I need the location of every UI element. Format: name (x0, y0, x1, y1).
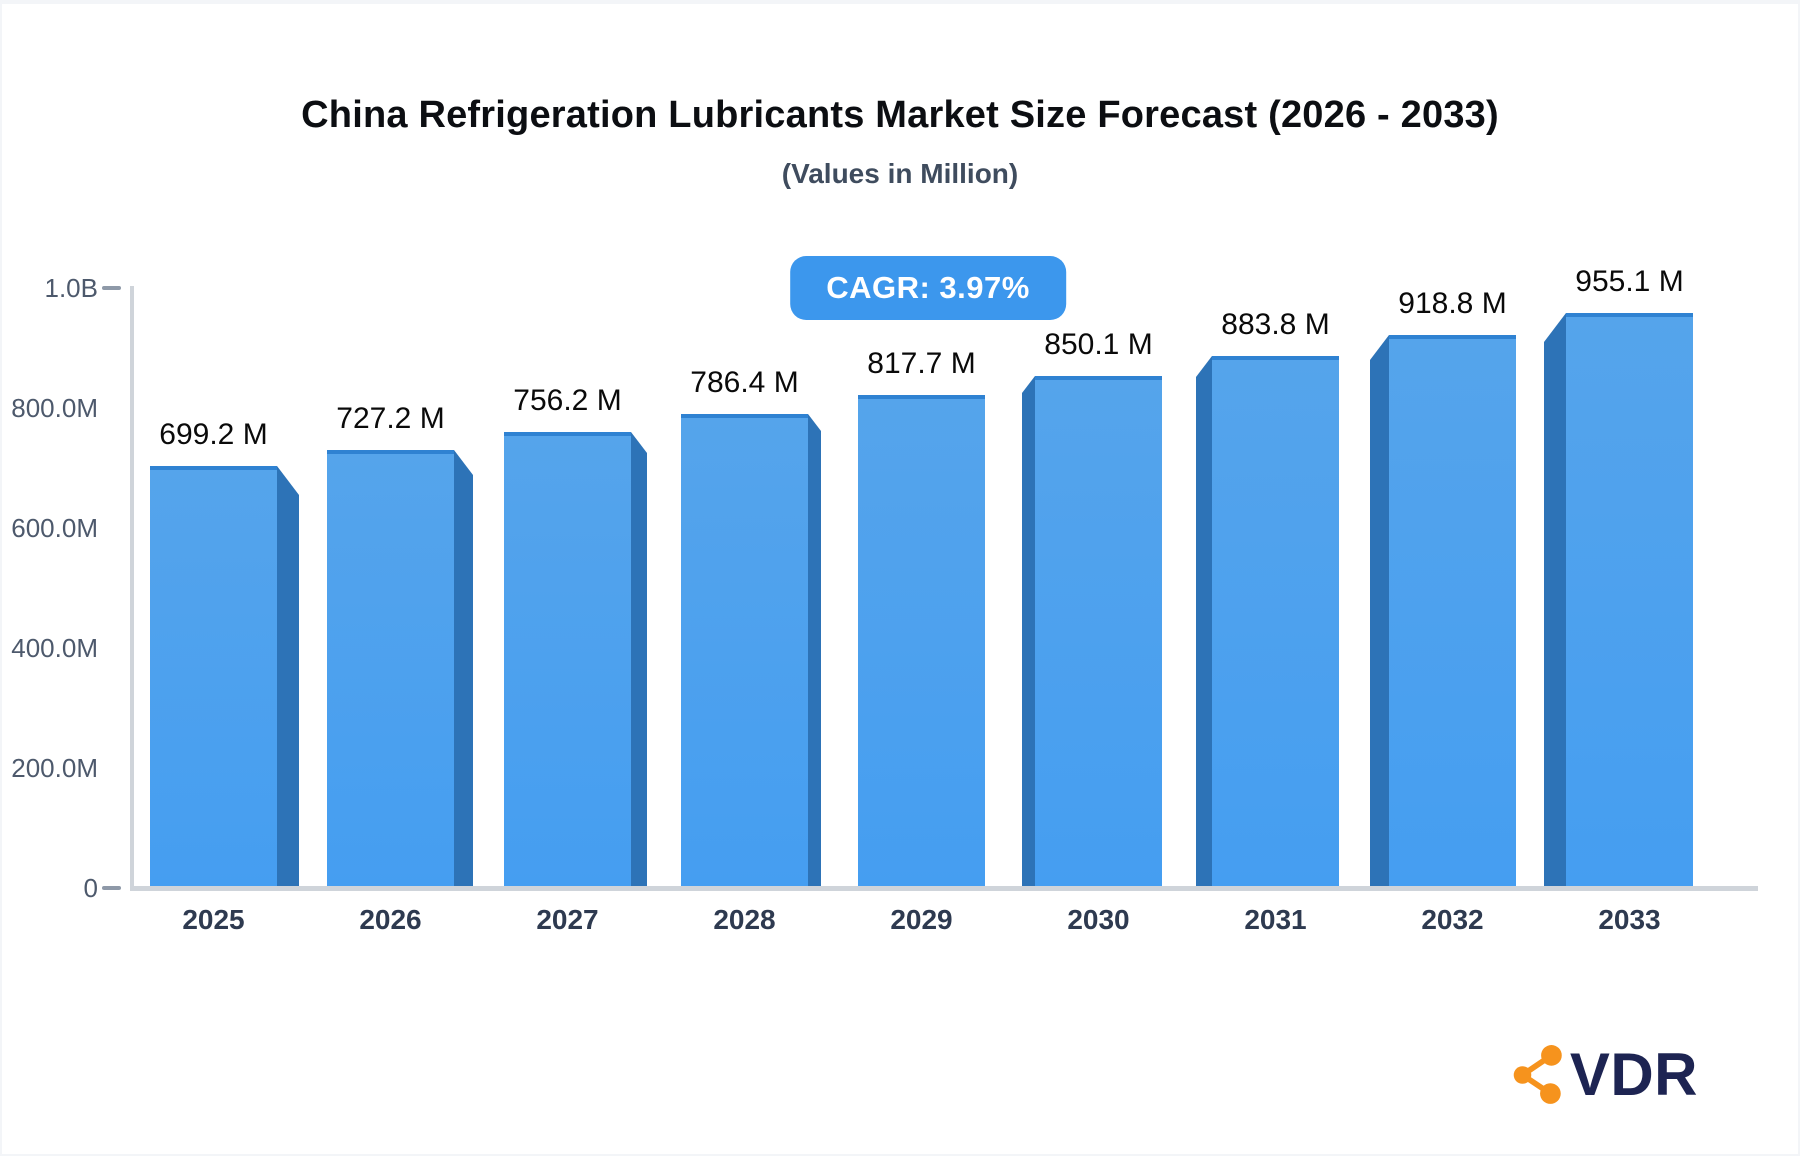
x-axis-label: 2025 (182, 904, 245, 935)
y-axis-label: 400.0M (11, 633, 98, 663)
bar-face (504, 432, 631, 886)
bar-side-panel (1544, 313, 1566, 886)
bar-2028[interactable] (681, 414, 821, 886)
x-axis-line (130, 886, 1758, 891)
bar-value-label: 918.8 M (1398, 287, 1507, 320)
chart-subtitle: (Values in Million) (781, 158, 1019, 189)
x-axis-label: 2026 (359, 904, 422, 935)
x-axis-label: 2032 (1421, 904, 1484, 935)
y-axis-line (130, 286, 134, 890)
bar-side-panel (454, 450, 473, 886)
bar-value-label: 786.4 M (690, 366, 799, 399)
bar-value-label: 727.2 M (336, 402, 445, 435)
bar-2033[interactable] (1544, 313, 1693, 886)
bar-face (1212, 356, 1339, 886)
x-axis-label: 2029 (890, 904, 953, 935)
y-axis-label: 600.0M (11, 513, 98, 543)
bar-face (327, 450, 454, 886)
bar-value-label: 850.1 M (1044, 328, 1153, 361)
bar-value-label: 699.2 M (159, 418, 268, 451)
bar-side-panel (1370, 335, 1389, 886)
bar-side-panel (277, 466, 299, 886)
bar-2026[interactable] (327, 450, 473, 886)
x-axis-label: 2031 (1244, 904, 1307, 935)
y-axis-tick (102, 286, 121, 290)
cagr-badge: CAGR: 3.97% (790, 256, 1066, 320)
bar-side-panel (808, 414, 821, 886)
bar-face (681, 414, 808, 886)
bar-2029[interactable] (858, 395, 985, 886)
bar-side-panel (631, 432, 647, 886)
brand-logo-text: VDR (1569, 1041, 1698, 1108)
chart-title: China Refrigeration Lubricants Market Si… (301, 94, 1499, 136)
x-axis-label: 2027 (536, 904, 599, 935)
bar-2032[interactable] (1370, 335, 1516, 886)
bar-face (1035, 376, 1162, 886)
share-nodes-icon (1513, 1045, 1562, 1104)
bar-2030[interactable] (1022, 376, 1162, 886)
brand-logo[interactable]: VDR (1511, 1044, 1698, 1106)
y-axis-label: 800.0M (11, 393, 98, 423)
bar-2027[interactable] (504, 432, 647, 886)
bar-side-panel (1196, 356, 1212, 886)
bar-side-panel (1022, 376, 1035, 886)
bar-face (858, 395, 985, 886)
bar-face (1389, 335, 1516, 886)
x-axis-label: 2030 (1067, 904, 1130, 935)
bar-value-label: 756.2 M (513, 384, 622, 417)
y-axis-label: 1.0B (44, 273, 99, 303)
bar-2025[interactable] (150, 466, 299, 886)
bar-2031[interactable] (1196, 356, 1339, 886)
x-axis-label: 2033 (1598, 904, 1661, 935)
y-axis-label: 200.0M (11, 753, 98, 783)
bar-face (150, 466, 277, 886)
y-axis-label: 0 (83, 873, 98, 903)
bar-value-label: 883.8 M (1221, 308, 1330, 341)
x-axis-label: 2028 (713, 904, 776, 935)
bar-face (1566, 313, 1693, 886)
bar-value-label: 817.7 M (867, 347, 976, 380)
bar-value-label: 955.1 M (1575, 265, 1684, 298)
y-axis-tick (102, 886, 121, 890)
